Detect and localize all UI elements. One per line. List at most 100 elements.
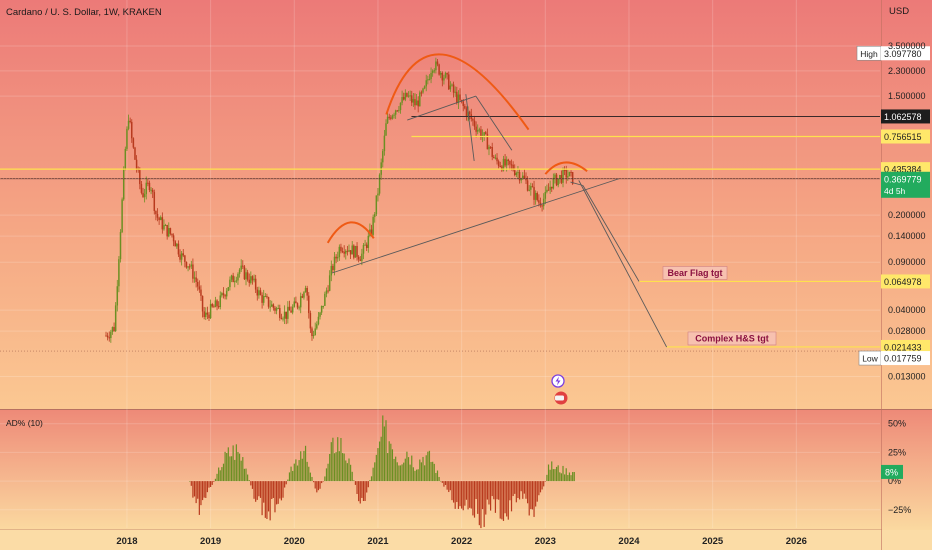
indicator-bar xyxy=(232,445,234,482)
candle-body xyxy=(562,169,564,183)
candle-body xyxy=(108,337,110,339)
indicator-bar xyxy=(303,450,305,482)
candle-body xyxy=(124,148,127,170)
candle-body xyxy=(530,186,532,190)
indicator-bar xyxy=(527,481,529,504)
indicator-bar xyxy=(288,472,291,482)
candle-body xyxy=(254,278,257,290)
candle-body xyxy=(227,287,230,291)
indicator-bar xyxy=(293,463,295,482)
event-icons[interactable] xyxy=(551,374,568,405)
indicator-tick-label: 0% xyxy=(888,476,901,486)
candle-body xyxy=(225,290,228,297)
candle-body xyxy=(222,293,225,296)
indicator-bar xyxy=(509,481,511,501)
indicator-bar xyxy=(388,441,390,482)
candle-body xyxy=(180,253,183,260)
indicator-bar xyxy=(247,474,249,482)
indicator-bar xyxy=(504,481,506,514)
indicator-bar xyxy=(570,475,572,482)
indicator-bar xyxy=(250,481,252,486)
price-level-badge xyxy=(881,274,930,289)
indicator-bar xyxy=(195,481,197,504)
indicator-bar xyxy=(275,481,278,505)
indicator-bar xyxy=(481,481,484,510)
candle-body xyxy=(193,277,196,279)
candle-body xyxy=(251,276,254,281)
candle-body xyxy=(520,178,522,181)
indicator-bar xyxy=(213,481,215,482)
candle-body xyxy=(296,303,299,308)
candle-body xyxy=(187,266,189,268)
indicator-bar xyxy=(210,481,212,487)
candle-body xyxy=(198,286,201,290)
candle-body xyxy=(280,317,283,319)
indicator-bar xyxy=(518,481,521,500)
candle-body xyxy=(420,92,423,94)
indicator-bar xyxy=(272,481,274,498)
indicator-bar xyxy=(406,451,408,482)
candle-body xyxy=(522,175,524,179)
candle-body xyxy=(531,186,534,188)
indicator-bar xyxy=(248,480,250,482)
candle-body xyxy=(240,265,242,270)
candle-body xyxy=(291,306,294,313)
candle-body xyxy=(349,250,352,255)
candle-body xyxy=(399,102,402,111)
candle-body xyxy=(121,199,123,233)
indicator-bar xyxy=(515,481,517,503)
candle-body xyxy=(272,304,275,308)
indicator-bar xyxy=(280,481,283,501)
price-level-label: 1.062578 xyxy=(884,112,922,122)
indicator-bar xyxy=(567,475,569,482)
candle-body xyxy=(114,305,117,331)
indicator-bar xyxy=(525,481,527,499)
candle-body xyxy=(206,312,209,315)
indicator-bar xyxy=(412,467,414,482)
indicator-bar xyxy=(438,476,440,482)
candle-body xyxy=(528,189,530,191)
candle-body xyxy=(427,79,429,81)
indicator-bar xyxy=(226,453,228,482)
candle-body xyxy=(533,187,535,200)
candle-body xyxy=(164,225,167,227)
low-value: 0.017759 xyxy=(884,354,922,364)
candle-body xyxy=(295,301,297,304)
candle-body xyxy=(150,189,152,191)
candle-body xyxy=(448,74,450,90)
candle-body xyxy=(373,214,376,217)
indicator-bar xyxy=(488,481,490,505)
indicator-bar xyxy=(309,472,311,482)
candle-body xyxy=(365,244,368,248)
indicator-bar xyxy=(560,473,562,482)
candle-body xyxy=(454,91,456,93)
y-tick-label: 0.013000 xyxy=(888,371,926,381)
candle-body xyxy=(542,198,545,207)
candle-body xyxy=(245,272,247,280)
indicator-bar xyxy=(472,481,474,516)
candle-body xyxy=(340,246,342,252)
candle-body xyxy=(571,172,574,184)
indicator-bar xyxy=(555,466,558,482)
candle-body xyxy=(559,175,561,179)
indicator-bar xyxy=(353,480,355,482)
candle-body xyxy=(172,235,175,242)
candle-body xyxy=(547,189,550,191)
candle-body xyxy=(499,166,502,168)
candle-body xyxy=(153,192,156,211)
indicator-bar xyxy=(396,462,398,482)
indicator-bar xyxy=(230,456,233,482)
indicator-bar xyxy=(557,465,559,482)
indicator-bar xyxy=(411,455,413,482)
x-tick-label: 2020 xyxy=(284,536,305,547)
indicator-bar xyxy=(259,481,262,498)
indicator-pane-background xyxy=(0,410,932,530)
indicator-bar xyxy=(473,481,476,518)
candle-body xyxy=(299,296,302,308)
indicator-bar xyxy=(333,453,336,482)
indicator-bar xyxy=(430,461,432,482)
candle-body xyxy=(174,241,176,247)
candle-body xyxy=(325,290,328,294)
indicator-bar xyxy=(523,481,525,494)
